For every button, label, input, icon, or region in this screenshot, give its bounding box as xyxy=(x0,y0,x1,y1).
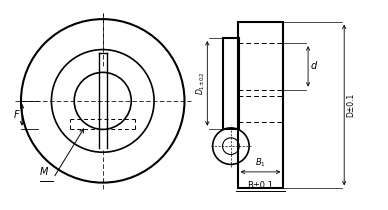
Text: $D_1{}_{\pm 0.2}$: $D_1{}_{\pm 0.2}$ xyxy=(195,71,207,95)
Text: F: F xyxy=(13,110,19,120)
Bar xyxy=(238,22,283,188)
Text: d: d xyxy=(310,61,316,71)
Text: M: M xyxy=(40,167,48,177)
Text: B±0.1: B±0.1 xyxy=(248,181,274,190)
Text: D±0.1: D±0.1 xyxy=(346,93,355,117)
Text: $B_1$: $B_1$ xyxy=(255,156,266,169)
Bar xyxy=(223,38,239,129)
